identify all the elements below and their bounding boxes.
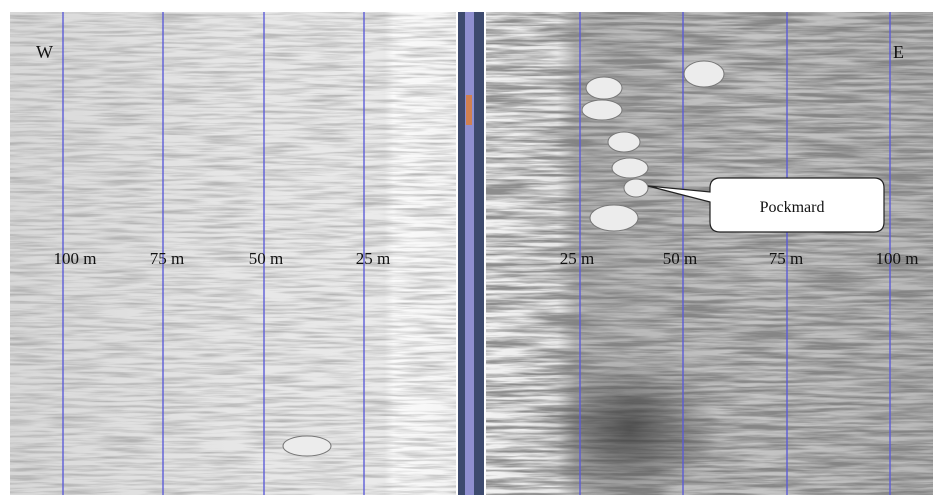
range-label: 75 m bbox=[150, 249, 184, 268]
range-label: 100 m bbox=[876, 249, 919, 268]
range-label: 25 m bbox=[356, 249, 390, 268]
range-label: 50 m bbox=[663, 249, 697, 268]
pockmark bbox=[608, 132, 640, 152]
center-track bbox=[465, 12, 474, 495]
direction-label: E bbox=[893, 42, 904, 62]
pockmark bbox=[582, 100, 622, 120]
range-label: 25 m bbox=[560, 249, 594, 268]
pockmark bbox=[684, 61, 724, 87]
dark-patch bbox=[540, 360, 720, 495]
range-label: 75 m bbox=[769, 249, 803, 268]
range-label: 100 m bbox=[54, 249, 97, 268]
pockmark bbox=[612, 158, 648, 178]
pockmark bbox=[624, 179, 648, 197]
sonar-image: W E 100 m 75 m 50 m 25 m 25 m 50 m 75 m … bbox=[0, 0, 933, 495]
center-mark bbox=[466, 95, 472, 125]
pockmark bbox=[283, 436, 331, 456]
range-label: 50 m bbox=[249, 249, 283, 268]
pockmark bbox=[586, 77, 622, 99]
pockmark bbox=[590, 205, 638, 231]
callout-text: Pockmard bbox=[760, 199, 825, 216]
direction-label: W bbox=[36, 42, 53, 62]
